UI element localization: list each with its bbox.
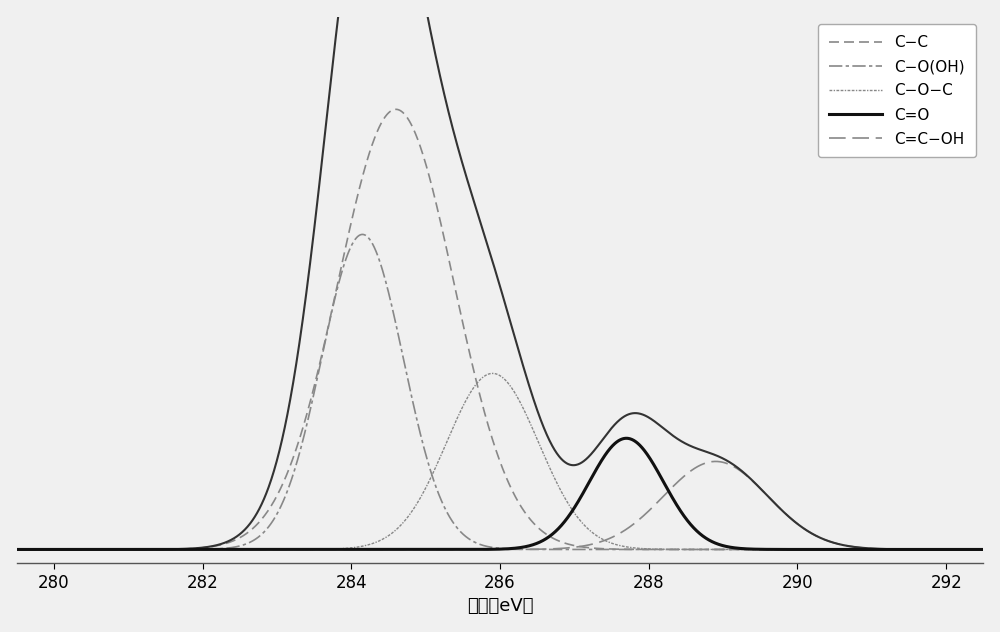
C−O−C — [487, 370, 499, 377]
C−C — [429, 193, 441, 201]
C−C — [378, 114, 390, 122]
C=O — [136, 545, 148, 553]
C−O(OH) — [136, 545, 148, 553]
Line: C−O−C: C−O−C — [0, 374, 1000, 549]
C=C−OH — [428, 545, 440, 553]
Line: C−O(OH): C−O(OH) — [0, 234, 1000, 549]
Legend: C−C, C−O(OH), C−O−C, C=O, C=C−OH: C−C, C−O(OH), C−O−C, C=O, C=C−OH — [818, 24, 976, 157]
C−C — [136, 545, 148, 553]
C−O−C — [428, 466, 440, 474]
C=O — [942, 545, 954, 553]
C=C−OH — [68, 545, 80, 553]
C=C−OH — [378, 545, 390, 553]
C−C — [942, 545, 954, 553]
C−O−C — [136, 545, 148, 553]
C−C — [68, 545, 80, 553]
C=C−OH — [710, 458, 722, 465]
C=C−OH — [136, 545, 148, 553]
C=O — [620, 434, 632, 442]
C−O(OH) — [429, 479, 441, 487]
X-axis label: 键能（eV）: 键能（eV） — [467, 597, 533, 616]
C−O−C — [942, 545, 954, 553]
C−O(OH) — [356, 231, 368, 238]
Line: C=C−OH: C=C−OH — [0, 461, 1000, 549]
C−C — [390, 106, 402, 113]
C=O — [428, 545, 440, 553]
C−O(OH) — [379, 274, 391, 281]
C=O — [68, 545, 80, 553]
C−O−C — [68, 545, 80, 553]
C−O(OH) — [942, 545, 954, 553]
C−O(OH) — [68, 545, 80, 553]
Line: C=O: C=O — [0, 438, 1000, 549]
C=C−OH — [942, 545, 954, 553]
C=O — [378, 545, 390, 553]
Line: C−C: C−C — [0, 109, 1000, 549]
C−O−C — [378, 535, 390, 542]
